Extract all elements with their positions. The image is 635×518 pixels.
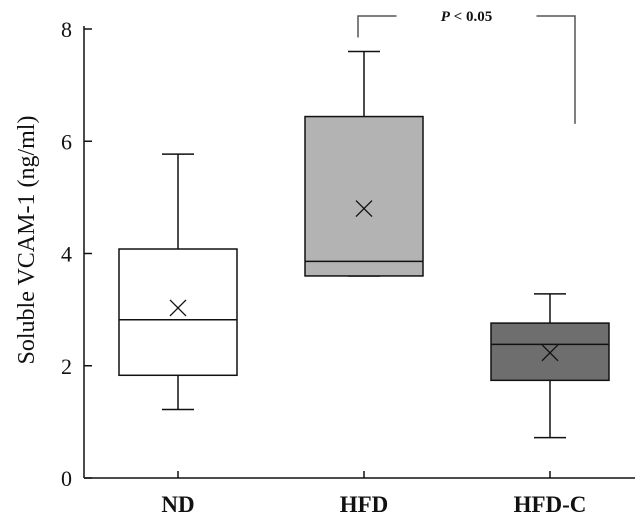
x-tick-label: ND (161, 492, 194, 517)
iqr-box (304, 115, 424, 277)
mean-marker (541, 344, 559, 362)
y-tick-label: 8 (61, 17, 72, 42)
y-tick-label: 0 (61, 466, 72, 491)
significance-line (357, 15, 576, 124)
x-tick-label: HFD-C (514, 492, 587, 517)
mean-marker (169, 299, 187, 317)
significance-label: P < 0.05 (441, 9, 492, 25)
boxes (118, 50, 610, 439)
box-hfd-c (490, 293, 610, 439)
significance-p: P (441, 9, 451, 25)
mean-marker (355, 200, 373, 218)
iqr-box (118, 248, 238, 377)
y-ticks: 0 2 4 6 8 (61, 17, 92, 491)
box-hfd (304, 50, 424, 277)
x-labels: ND HFD HFD-C (161, 471, 586, 517)
y-tick-label: 4 (61, 242, 72, 267)
iqr-box (490, 322, 610, 382)
significance-threshold: < 0.05 (450, 9, 492, 25)
significance-bracket: P < 0.05 (357, 9, 576, 124)
axes (83, 26, 635, 479)
y-tick-label: 6 (61, 129, 72, 154)
y-tick-label: 2 (61, 354, 72, 379)
y-axis-title: Soluble VCAM-1 (ng/ml) (14, 116, 40, 365)
x-tick-label: HFD (340, 492, 389, 517)
box-nd (118, 153, 238, 411)
